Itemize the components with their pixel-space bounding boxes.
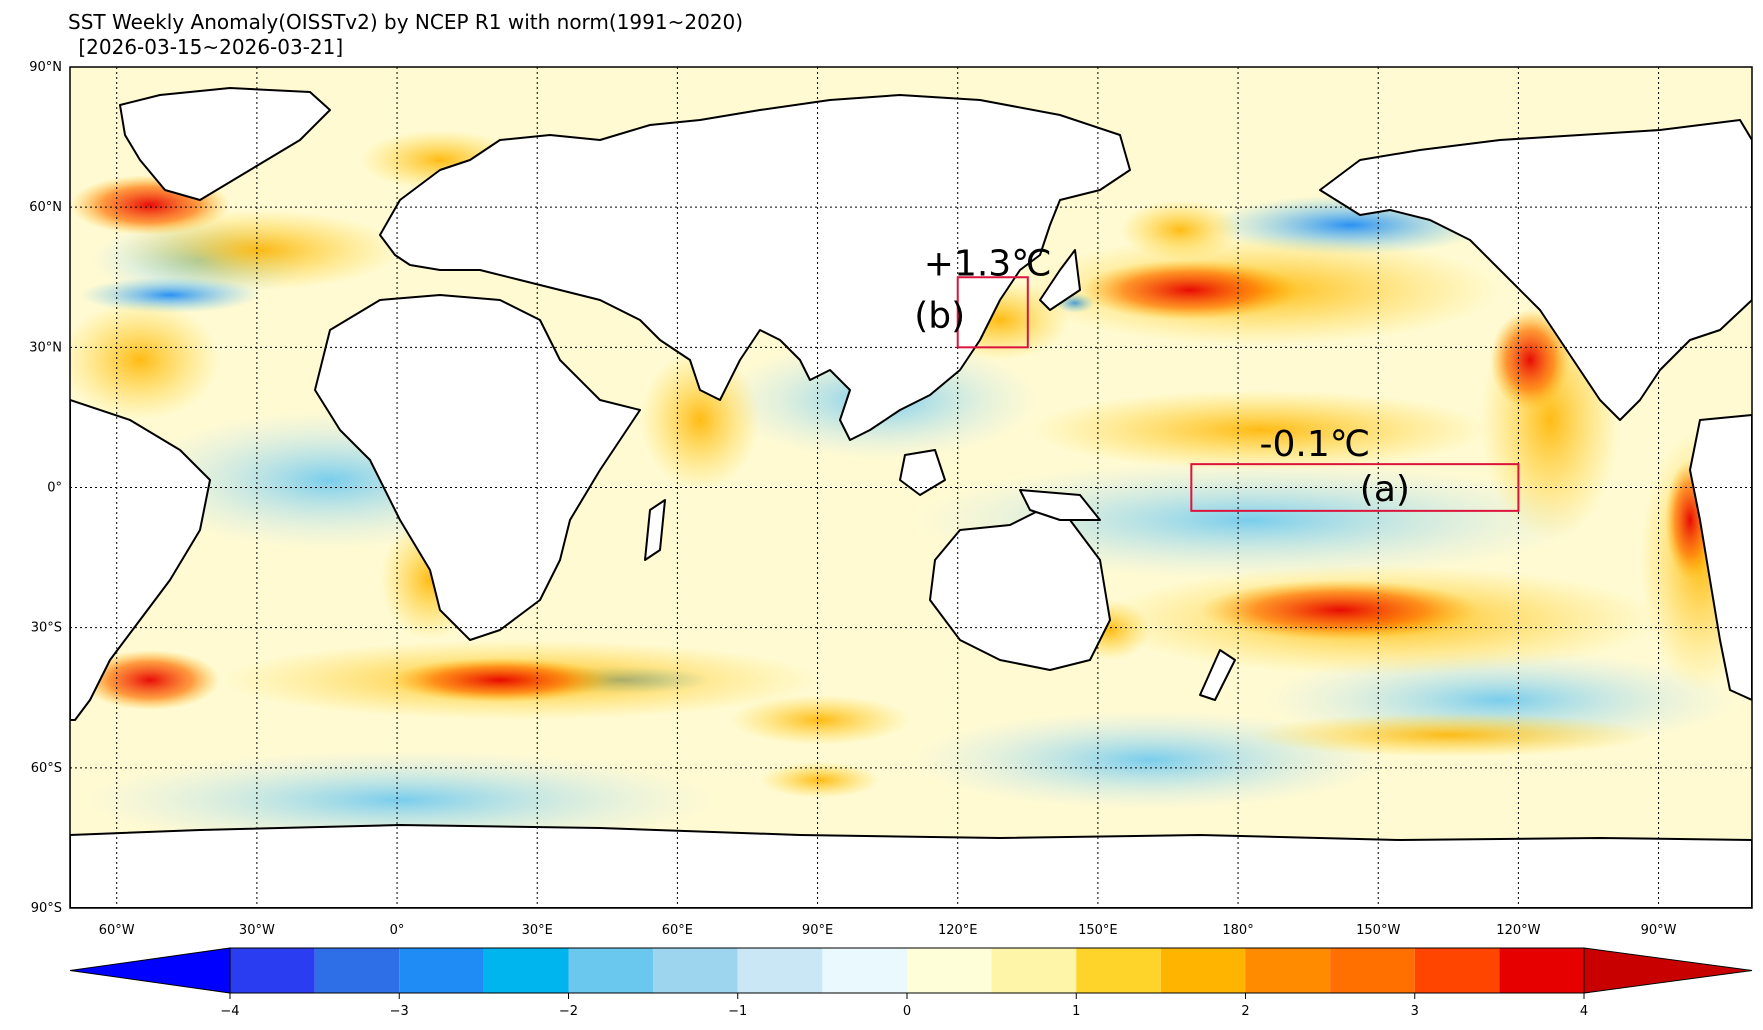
map-frame	[69, 66, 1753, 909]
hot-patch	[80, 650, 220, 710]
warm-patch	[1030, 390, 1490, 470]
colorbar-bin	[1414, 948, 1500, 993]
box-a-label: (a)	[1360, 469, 1410, 510]
north-america	[1319, 119, 1752, 421]
colorbar-tick-label: 0	[903, 1004, 911, 1019]
hot-patch	[1490, 310, 1570, 410]
colorbar-bin	[737, 948, 823, 993]
lat-label: 90°N	[29, 60, 62, 75]
new-guinea	[1019, 489, 1101, 521]
colorbar-tick-label: −1	[728, 1004, 747, 1019]
colorbar-bin	[1330, 948, 1415, 993]
colorbar-tick-label: −3	[390, 1004, 409, 1019]
colorbar: −4 −3 −2 −1 0 1 2 3 4	[69, 947, 1753, 1019]
lon-label: 60°E	[662, 923, 693, 938]
warm-patch	[760, 762, 880, 798]
lon-label: 150°W	[1356, 923, 1400, 938]
region-boxes	[956, 276, 1520, 512]
hot-patch	[1080, 260, 1300, 320]
madagascar	[644, 499, 666, 561]
region-box-b	[956, 276, 1029, 349]
lon-label: 180°	[1222, 923, 1253, 938]
anomaly-field	[70, 67, 1752, 908]
eurasia	[379, 94, 1131, 441]
japan	[1039, 249, 1081, 311]
lon-label: 90°E	[802, 923, 833, 938]
chart-subtitle: [2026-03-15~2026-03-21]	[72, 35, 344, 59]
colorbar-tick-label: 1	[1072, 1004, 1080, 1019]
hot-patch	[390, 658, 610, 702]
lon-labels: 60°W 30°W 0° 30°E 60°E 90°E 120°E 150°E 180° 150°…	[99, 923, 1677, 938]
colorbar-tick-label: −2	[559, 1004, 578, 1019]
land	[70, 87, 1752, 908]
lon-label: 120°E	[938, 923, 978, 938]
lat-labels: 90°N 60°N 30°N 0° 30°S 60°S 90°S	[29, 60, 62, 916]
pale-cool-patch	[80, 750, 720, 850]
colorbar-tick-label: 4	[1580, 1004, 1588, 1019]
colorbar-bin	[399, 948, 484, 993]
colorbar-bin	[1499, 948, 1584, 993]
lat-label: 90°S	[31, 901, 62, 916]
colorbar-bin	[230, 948, 315, 993]
africa	[314, 294, 641, 641]
lat-label: 30°N	[29, 340, 62, 355]
colorbar-bin	[1076, 948, 1161, 993]
lon-label: 120°W	[1496, 923, 1540, 938]
colorbar-bin	[907, 948, 992, 993]
colorbar-bin	[314, 948, 400, 993]
box-annotations: -0.1℃(a) +1.3℃ (b)	[914, 243, 1410, 510]
grid-lines	[70, 67, 1752, 908]
region-box-a	[1190, 463, 1520, 512]
chart-title: SST Weekly Anomaly(OISSTv2) by NCEP R1 w…	[68, 10, 744, 34]
colorbar-bin	[822, 948, 907, 993]
lat-label: 30°S	[31, 621, 62, 636]
box-a-value: -0.1℃	[1260, 424, 1371, 465]
warm-patch	[70, 300, 220, 420]
colorbar-over	[1583, 947, 1753, 994]
warm-patch	[730, 695, 910, 745]
lat-label: 0°	[47, 481, 62, 496]
lon-label: 90°W	[1641, 923, 1677, 938]
lon-label: 60°W	[99, 923, 135, 938]
warm-patch	[1120, 200, 1240, 260]
box-b-value: +1.3℃	[924, 243, 1052, 284]
warm-patch	[1250, 713, 1650, 757]
colorbar-bin	[483, 948, 569, 993]
south-america	[70, 399, 211, 721]
lon-label: 0°	[390, 923, 405, 938]
colorbar-tick-label: −4	[220, 1004, 239, 1019]
warm-patch	[640, 350, 760, 490]
colorbar-bin	[991, 948, 1077, 993]
greenland	[119, 87, 331, 201]
colorbar-tick-label: 2	[1241, 1004, 1249, 1019]
lon-label: 30°W	[239, 923, 275, 938]
borneo	[899, 449, 946, 496]
lon-label: 150°E	[1078, 923, 1118, 938]
colorbar-bin	[1160, 948, 1246, 993]
lon-label: 30°E	[522, 923, 553, 938]
south-america-west	[1689, 414, 1752, 701]
warm-patch	[120, 210, 400, 290]
hot-patch	[1200, 580, 1480, 640]
lat-label: 60°N	[29, 200, 62, 215]
colorbar-bin	[568, 948, 654, 993]
new-zealand	[1199, 649, 1236, 701]
colorbar-bin	[653, 948, 738, 993]
lat-label: 60°S	[31, 761, 62, 776]
colorbar-bin	[1245, 948, 1331, 993]
colorbar-under	[69, 947, 231, 994]
colorbar-tick-label: 3	[1411, 1004, 1419, 1019]
antarctica	[70, 824, 1752, 908]
box-b-label: (b)	[914, 295, 965, 336]
